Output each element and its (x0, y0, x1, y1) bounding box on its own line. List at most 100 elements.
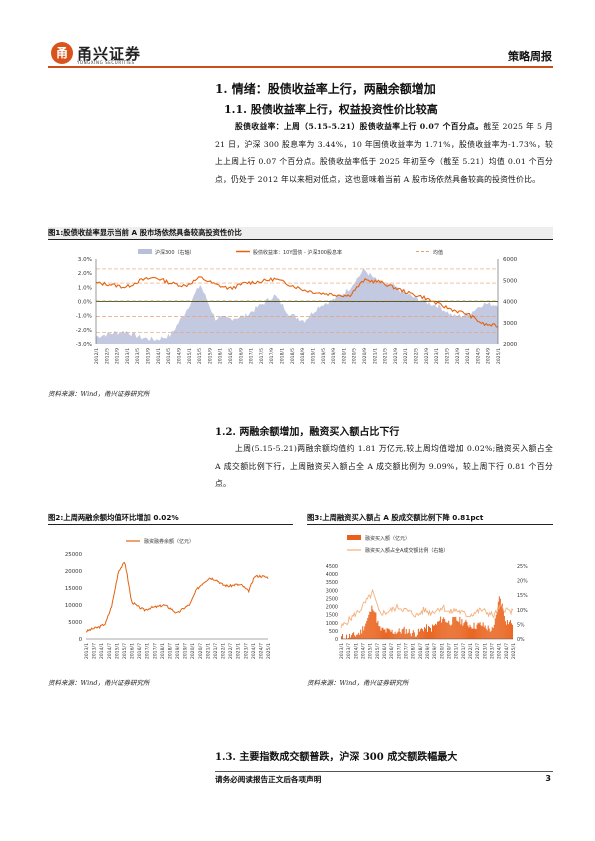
chart3-x-tick: 2013/7 (346, 643, 352, 659)
chart1-x-tick: 2020/1 (341, 348, 347, 364)
figure2-title: 图2:上周两融余额均值环比增加 0.02% (48, 512, 293, 525)
chart3-x-tick: 2025/1 (511, 643, 517, 659)
bar-buy-amount (464, 621, 466, 639)
chart3-x-tick: 2018/1 (411, 643, 417, 659)
bar-buy-amount (410, 636, 412, 639)
bar-buy-amount (479, 622, 481, 639)
figure1-title: 图1:股债收益率显示当前 A 股市场依然具备较高投资性价比 (48, 227, 553, 240)
bar-buy-amount (498, 596, 500, 639)
chart1-x-tick: 2021/1 (372, 348, 378, 364)
chart2-x-tick: 2018/7 (167, 643, 173, 659)
bar-buy-amount (372, 609, 374, 639)
bar-buy-amount (439, 620, 441, 639)
chart2-x-tick: 2023/7 (243, 643, 249, 659)
section-title: 1. 情绪：股债收益率上行，两融余额增加 (215, 82, 436, 96)
series-line-yield (95, 276, 499, 328)
bar-buy-amount (494, 618, 496, 639)
bar-buy-amount (436, 624, 438, 639)
subsection-title-1-3: 1.3. 主要指数成交额普跌，沪深 300 成交额跌幅最大 (215, 752, 458, 763)
chart2-x-tick: 2020/1 (190, 643, 196, 659)
chart2-x-tick: 2025/1 (266, 643, 272, 659)
bar-buy-amount (418, 631, 420, 639)
chart1-x-tick: 2024/5 (475, 348, 481, 364)
bar-buy-amount (393, 634, 395, 639)
chart3-x-tick: 2015/1 (368, 643, 374, 659)
chart3-x-tick: 2016/7 (389, 643, 395, 659)
chart1-x-tick: 2012/9 (115, 348, 121, 364)
chart1-x-tick: 2021/9 (393, 348, 399, 364)
bar-buy-amount (486, 630, 488, 639)
bar-buy-amount (472, 628, 474, 639)
bar-buy-amount (480, 625, 482, 639)
bar-buy-amount (458, 622, 460, 639)
bar-buy-amount (463, 623, 465, 639)
bar-buy-amount (388, 628, 390, 639)
chart1-x-tick: 2014/1 (156, 348, 162, 364)
bar-buy-amount (422, 631, 424, 639)
bar-buy-amount (414, 636, 416, 639)
y-tick-left: -3.0% (76, 342, 92, 348)
bar-buy-amount (441, 622, 443, 639)
bar-buy-amount (450, 625, 452, 639)
y-tick-left: 4500 (326, 564, 338, 570)
bar-buy-amount (451, 624, 453, 639)
chart1-x-tick: 2022/1 (403, 348, 409, 364)
bar-buy-amount (442, 619, 444, 639)
footer-divider (215, 771, 553, 772)
bar-buy-amount (396, 632, 398, 639)
bar-buy-amount (481, 625, 483, 639)
bar-buy-amount (349, 633, 351, 639)
chart1-x-tick: 2018/9 (300, 348, 306, 364)
y-tick-right: 5% (517, 622, 525, 628)
bar-buy-amount (493, 624, 495, 639)
series-area-hs300 (96, 268, 498, 344)
chart1-x-tick: 2015/9 (207, 348, 213, 364)
y-tick-left: 4000 (326, 572, 338, 578)
bar-buy-amount (428, 626, 429, 639)
bar-buy-amount (352, 633, 354, 639)
bar-buy-amount (487, 625, 489, 639)
bar-buy-amount (392, 633, 394, 639)
figure3-title: 图3:上周融资买入额占 A 股成交额比例下降 0.81pct (307, 512, 553, 525)
bar-buy-amount (365, 623, 367, 639)
bar-buy-amount (391, 629, 393, 639)
bar-buy-amount (402, 628, 404, 639)
bar-buy-amount (341, 636, 342, 639)
bar-buy-amount (482, 622, 484, 639)
chart1-x-tick: 2020/5 (352, 348, 358, 364)
chart1-x-tick: 2022/9 (424, 348, 430, 364)
bar-buy-amount (381, 627, 383, 639)
y-tick-left: 1000 (326, 621, 338, 627)
bar-buy-amount (419, 629, 421, 639)
page-number: 3 (545, 774, 551, 783)
chart1-x-tick: 2018/5 (290, 348, 296, 364)
y-tick: 10000 (65, 603, 83, 609)
chart2-x-tick: 2022/1 (221, 643, 227, 659)
bar-buy-amount (483, 627, 485, 639)
bar-buy-amount (467, 625, 469, 639)
footer-disclaimer: 请务必阅读报告正文后各项声明 (215, 775, 322, 784)
chart1-x-tick: 2020/9 (362, 348, 368, 364)
chart3-x-tick: 2019/1 (425, 643, 431, 659)
chart3-x-tick: 2013/1 (339, 643, 345, 659)
chart2-x-tick: 2019/1 (175, 643, 181, 659)
chart2-x-tick: 2013/7 (92, 643, 98, 659)
bar-buy-amount (434, 625, 436, 639)
chart1-x-tick: 2017/9 (269, 348, 275, 364)
bar-buy-amount (346, 634, 348, 639)
bar-buy-amount (403, 626, 405, 639)
chart2-x-tick: 2022/7 (228, 643, 234, 659)
chart1-x-tick: 2019/5 (321, 348, 327, 364)
logo-mark: 甬 (51, 42, 73, 64)
bar-buy-amount (474, 628, 476, 639)
bar-buy-amount (373, 611, 375, 639)
bar-buy-amount (371, 605, 373, 639)
bar-buy-amount (390, 631, 392, 639)
bar-buy-amount (501, 603, 503, 639)
paragraph-stock-bond-yield: 股债收益率：上周（5.15-5.21）股债收益率上行 0.07 个百分点。截至 … (215, 118, 553, 188)
chart2-x-tick: 2023/1 (236, 643, 242, 659)
y-tick: 15000 (65, 586, 83, 592)
bar-buy-amount (459, 616, 461, 639)
chart1-x-tick: 2018/1 (280, 348, 286, 364)
bar-buy-amount (456, 620, 458, 639)
